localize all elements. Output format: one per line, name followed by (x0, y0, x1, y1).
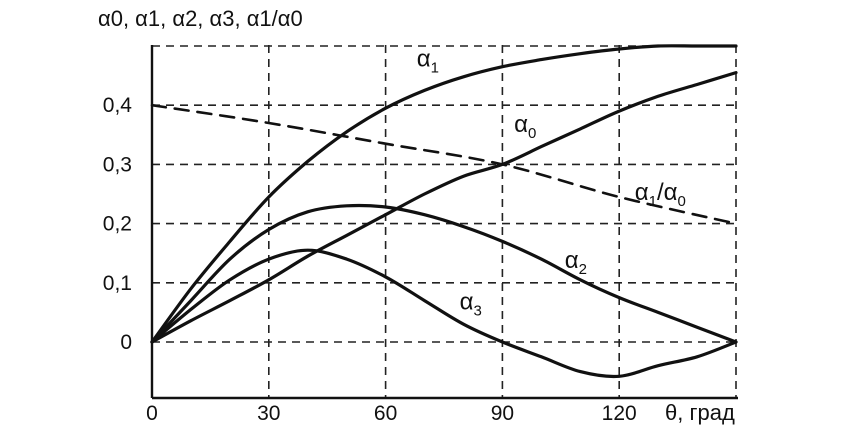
y-tick-label: 0,4 (103, 94, 133, 117)
series-label: α1 (417, 46, 439, 77)
series-lines (150, 44, 738, 379)
y-tick-label: 0,1 (103, 272, 132, 295)
series-line (150, 103, 738, 225)
x-tick-label: 120 (602, 402, 637, 425)
x-tick-label: 0 (146, 402, 158, 425)
series-line (150, 248, 738, 379)
series-line (150, 71, 738, 344)
x-tick-label: 30 (257, 402, 280, 425)
series-label: α2 (565, 247, 587, 278)
y-axis-label: α0, α1, α2, α3, α1/α0 (98, 6, 303, 31)
series-label: α0 (514, 111, 536, 142)
series-line (150, 44, 738, 344)
x-axis-label: θ, град (665, 400, 735, 425)
gridlines (152, 45, 737, 398)
axes (150, 45, 738, 400)
series-labels: α1 α0 α1/α0 α2 α3 (417, 46, 686, 320)
series-label: α3 (460, 288, 482, 319)
x-tick-label: 60 (374, 402, 397, 425)
y-tick-label: 0 (120, 331, 132, 354)
series-label: α1/α0 (635, 179, 686, 210)
tick-labels: 0 30 60 90 120 0 0,1 0,2 0,3 0,4 (103, 94, 637, 425)
series-line (150, 203, 738, 344)
x-tick-label: 90 (491, 402, 514, 425)
y-tick-label: 0,3 (103, 153, 132, 176)
y-tick-label: 0,2 (103, 213, 132, 236)
